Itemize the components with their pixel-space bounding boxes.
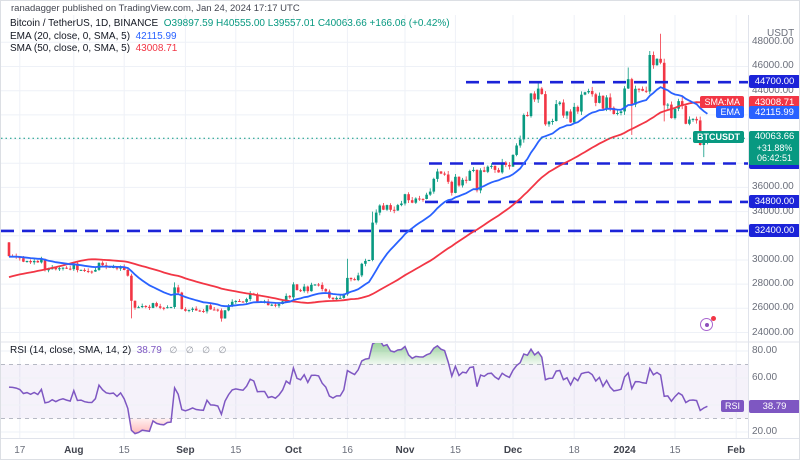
level-price-label: 32400.00 (749, 223, 799, 237)
time-axis-tick: 15 (118, 445, 130, 456)
last-price-axis-block: 40063.66 +31.88% 06:42:51 (749, 131, 799, 165)
timer-ring (700, 318, 713, 331)
time-axis-tick: 15 (669, 445, 681, 456)
time-axis-tick: 15 (449, 445, 461, 456)
notification-dot (711, 316, 716, 321)
sma-label: SMA (50, close, 0, SMA, 5) (10, 43, 131, 54)
bar-countdown: 06:42:51 (756, 153, 793, 164)
rsi-axis-tick: 20.00 (752, 426, 778, 437)
ema-legend-row: EMA (20, close, 0, SMA, 5) 42115.99 (10, 31, 450, 44)
price-axis-tick: 30000.00 (752, 253, 794, 265)
ohlc-low: L39557.01 (267, 18, 316, 29)
time-axis-tick: Dec (503, 445, 523, 456)
rsi-legend-row[interactable]: RSI (14, close, SMA, 14, 2) 38.79 ∅ ∅ ∅ … (10, 345, 229, 356)
rsi-axis-value: 38.79 (749, 399, 799, 413)
ohlc-change: +166.06 (+0.42%) (369, 18, 450, 29)
sma-axis-value: 43008.71 (749, 95, 799, 109)
price-change-percent: +31.88% (756, 142, 793, 153)
bar-replay-timer-icon[interactable] (699, 316, 716, 333)
level-price-label: 34800.00 (749, 194, 799, 208)
time-axis-tick: 2024 (613, 445, 636, 456)
attribution-bar: ranadagger published on TradingView.com,… (1, 1, 799, 15)
symbol-price-tag: BTCUSDT (693, 131, 744, 144)
time-axis-tick: Oct (285, 445, 302, 456)
last-price: 40063.66 (754, 131, 795, 143)
time-axis-tick: 17 (14, 445, 26, 456)
ema-axis-value: 42115.99 (749, 106, 799, 120)
rsi-value: 38.79 (136, 345, 162, 356)
time-axis-tick: 18 (568, 445, 580, 456)
ema-label: EMA (20, close, 0, SMA, 5) (10, 30, 131, 42)
time-axis-tick: 15 (230, 445, 242, 456)
timer-core (705, 323, 709, 327)
price-axis-tick: 36000.00 (752, 181, 794, 193)
ohlc-open: O39897.59 (163, 18, 214, 29)
sma-legend-row: SMA (50, close, 0, SMA, 5) 43008.71 (10, 43, 450, 56)
attribution-text: ranadagger published on TradingView.com,… (11, 3, 300, 14)
symbol-title: Bitcoin / TetherUS, 1D, BINANCE (10, 18, 159, 29)
ema-value: 42115.99 (135, 30, 177, 42)
price-axis-tick: 48000.00 (752, 36, 794, 48)
time-axis-tick: Sep (176, 445, 195, 456)
price-axis-tick: 44000.00 (752, 84, 794, 96)
rsi-axis-tick: 60.00 (752, 372, 778, 383)
sma-line-tag: SMA:MA (700, 95, 744, 108)
ohlc-close: C40063.66 (317, 18, 367, 29)
symbol-legend-row: Bitcoin / TetherUS, 1D, BINANCE O39897.5… (10, 18, 450, 31)
axis-currency-label: USDT (767, 28, 795, 39)
rsi-line-tag: RSI (720, 399, 744, 412)
time-axis-tick: Aug (64, 445, 84, 456)
rsi-hidden-plot-values: ∅ ∅ ∅ ∅ (169, 345, 230, 355)
price-axis-tick: 24000.00 (752, 326, 794, 338)
level-price-label: 44700.00 (749, 75, 799, 89)
time-axis-tick: Feb (727, 445, 746, 456)
price-axis-tick: 28000.00 (752, 278, 794, 290)
rsi-axis-tick: 80.00 (752, 345, 778, 356)
ohlc-high: H40555.00 (216, 18, 265, 29)
sma-value: 43008.71 (135, 43, 178, 54)
ema-line-tag: EMA (716, 106, 744, 119)
rsi-label: RSI (14, close, SMA, 14, 2) (10, 345, 132, 356)
price-axis-tick: 34000.00 (752, 205, 794, 217)
price-axis-tick: 46000.00 (752, 60, 794, 72)
price-axis-tick: 26000.00 (752, 302, 794, 314)
time-axis-tick: 16 (341, 445, 353, 456)
time-axis-tick: Nov (395, 445, 415, 456)
indicator-legend[interactable]: Bitcoin / TetherUS, 1D, BINANCE O39897.5… (10, 18, 450, 56)
